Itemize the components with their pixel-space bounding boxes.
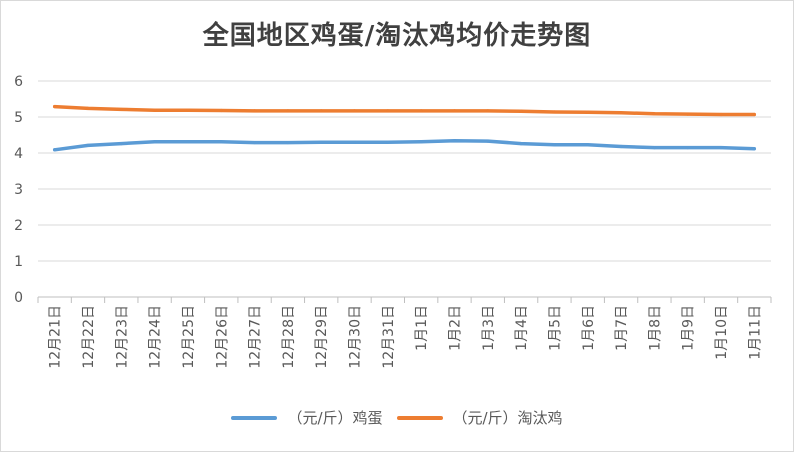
series-2-point-7 <box>286 109 290 113</box>
series-1-point-0 <box>53 148 57 152</box>
x-tick-label-21: 1月11日 <box>747 305 763 360</box>
series-1-point-14 <box>519 142 523 146</box>
x-tick-label-2: 12月23日 <box>114 305 130 369</box>
series-2-point-15 <box>552 110 557 114</box>
series-2-point-2 <box>119 107 123 112</box>
y-tick-label-5: 5 <box>14 110 23 126</box>
series-1-point-15 <box>552 143 557 147</box>
y-tick-label-2: 2 <box>14 218 23 234</box>
y-tick-label-0: 0 <box>14 290 23 306</box>
series-1-point-18 <box>652 146 656 150</box>
series-2-point-9 <box>352 109 357 113</box>
series-2-point-6 <box>252 109 257 113</box>
series-1-point-21 <box>752 147 756 151</box>
x-tick-label-15: 1月5日 <box>547 305 563 351</box>
x-tick-label-17: 1月7日 <box>614 305 630 351</box>
series-2-point-17 <box>619 111 623 115</box>
x-tick-label-3: 12月24日 <box>148 305 164 369</box>
series-1-point-20 <box>719 146 723 150</box>
x-tick-label-18: 1月8日 <box>647 305 663 351</box>
series-1-point-19 <box>686 146 690 150</box>
series-1-point-10 <box>386 140 390 144</box>
legend-label-series-2: （元/斤）淘汰鸡 <box>452 409 563 427</box>
series-2-point-10 <box>386 109 390 113</box>
series-2-point-13 <box>486 109 490 113</box>
x-tick-label-19: 1月9日 <box>681 305 697 351</box>
series-1-point-4 <box>186 140 190 144</box>
series-1-point-12 <box>452 139 457 143</box>
chart-title: 全国地区鸡蛋/淘汰鸡均价走势图 <box>202 21 592 51</box>
x-tick-label-6: 12月27日 <box>248 305 264 369</box>
series-1-point-1 <box>86 143 90 148</box>
y-tick-label-1: 1 <box>14 254 23 270</box>
x-tick-label-0: 12月21日 <box>48 305 64 369</box>
x-tick-label-14: 1月4日 <box>514 305 530 351</box>
series-2-point-18 <box>652 112 656 116</box>
series-2-point-20 <box>719 112 723 117</box>
series-1-point-2 <box>119 142 123 146</box>
series-1-point-11 <box>419 140 423 144</box>
x-tick-label-11: 1月1日 <box>414 305 430 351</box>
series-2-point-14 <box>519 109 523 113</box>
series-1-point-9 <box>352 140 357 144</box>
x-tick-label-10: 12月31日 <box>381 305 397 369</box>
y-tick-label-3: 3 <box>14 182 23 198</box>
series-2-point-4 <box>186 108 190 112</box>
y-tick-label-4: 4 <box>14 146 23 162</box>
series-line-1 <box>52 139 757 152</box>
series-1-point-13 <box>486 139 490 143</box>
line-chart-plot: 0 1 2 3 4 5 6 12月21日 12月22日 12月23日 12月24日 12月25日 12月… <box>14 74 772 369</box>
chart-legend: （元/斤）鸡蛋 （元/斤）淘汰鸡 <box>1 407 793 428</box>
legend-item-series-2: （元/斤）淘汰鸡 <box>396 407 563 428</box>
series-1-point-7 <box>286 140 290 145</box>
series-1-point-6 <box>252 140 257 145</box>
x-tick-label-16: 1月6日 <box>581 305 597 351</box>
series-2-point-1 <box>86 106 90 110</box>
legend-swatch-series-1 <box>231 415 278 420</box>
series-2-point-16 <box>586 110 590 114</box>
x-tick-label-4: 12月25日 <box>181 305 197 369</box>
x-tick-label-12: 1月2日 <box>447 305 463 351</box>
series-1-point-8 <box>319 140 323 144</box>
x-tick-label-20: 1月10日 <box>714 305 730 360</box>
x-tick-label-1: 12月22日 <box>81 305 97 369</box>
x-tick-label-8: 12月29日 <box>314 305 330 369</box>
series-2-point-0 <box>53 104 57 109</box>
series-1-point-5 <box>219 140 223 144</box>
series-2-point-3 <box>153 108 157 112</box>
x-tick-label-13: 1月3日 <box>481 305 497 351</box>
legend-item-series-1: （元/斤）鸡蛋 <box>231 407 383 428</box>
series-2-point-5 <box>219 108 223 113</box>
series-2-point-21 <box>752 112 756 117</box>
series-1-point-3 <box>153 140 157 144</box>
series-2-point-8 <box>319 109 323 113</box>
x-tick-label-9: 12月30日 <box>348 305 364 369</box>
legend-swatch-series-2 <box>396 415 443 420</box>
y-tick-label-6: 6 <box>14 74 23 90</box>
series-1-point-17 <box>619 144 623 149</box>
x-tick-label-5: 12月26日 <box>214 305 230 369</box>
x-tick-label-7: 12月28日 <box>281 305 297 369</box>
series-1-point-16 <box>586 143 590 147</box>
series-2-point-12 <box>452 109 457 113</box>
series-2-point-19 <box>686 112 690 116</box>
legend-label-series-1: （元/斤）鸡蛋 <box>287 409 383 427</box>
series-line-2 <box>52 104 757 117</box>
series-2-point-11 <box>419 109 423 113</box>
